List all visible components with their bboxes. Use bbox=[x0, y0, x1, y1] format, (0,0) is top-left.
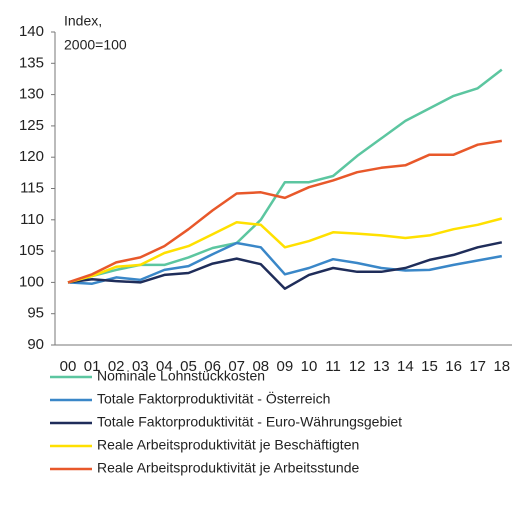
legend-label: Reale Arbeitsproduktivität je Beschäftig… bbox=[97, 437, 359, 453]
x-tick-label: 06 bbox=[204, 358, 221, 375]
y-tick-label: 100 bbox=[19, 273, 44, 290]
y-axis-label: Index, bbox=[64, 13, 102, 29]
y-tick-label: 140 bbox=[19, 23, 44, 40]
x-tick-label: 14 bbox=[397, 358, 414, 375]
x-tick-label: 00 bbox=[60, 358, 77, 375]
legend-label: Totale Faktorproduktivität - Euro-Währun… bbox=[97, 414, 402, 430]
x-tick-label: 17 bbox=[469, 358, 486, 375]
x-tick-label: 03 bbox=[132, 358, 149, 375]
x-tick-label: 10 bbox=[301, 358, 318, 375]
y-tick-label: 115 bbox=[20, 179, 44, 196]
x-tick-label: 01 bbox=[84, 358, 101, 375]
legend-label: Totale Faktorproduktivität - Österreich bbox=[97, 390, 330, 407]
x-tick-label: 04 bbox=[156, 358, 173, 375]
y-tick-label: 135 bbox=[19, 54, 44, 71]
x-tick-label: 02 bbox=[108, 358, 125, 375]
y-tick-label: 105 bbox=[19, 242, 44, 259]
legend-label: Reale Arbeitsproduktivität je Arbeitsstu… bbox=[97, 460, 359, 476]
y-tick-label: 120 bbox=[19, 148, 44, 165]
x-tick-label: 12 bbox=[349, 358, 366, 375]
x-tick-label: 05 bbox=[180, 358, 197, 375]
x-tick-label: 08 bbox=[252, 358, 269, 375]
y-tick-label: 125 bbox=[19, 117, 44, 134]
x-tick-label: 07 bbox=[228, 358, 245, 375]
y-tick-label: 130 bbox=[19, 86, 44, 103]
line-series bbox=[67, 68, 503, 284]
line-series bbox=[67, 217, 503, 284]
x-tick-label: 16 bbox=[445, 358, 462, 375]
line-series bbox=[67, 241, 503, 290]
line-series bbox=[67, 241, 503, 285]
x-tick-label: 15 bbox=[421, 358, 438, 375]
x-tick-label: 13 bbox=[373, 358, 390, 375]
y-tick-label: 110 bbox=[20, 211, 44, 228]
x-tick-label: 11 bbox=[325, 358, 341, 375]
y-tick-label: 95 bbox=[27, 305, 44, 322]
line-series bbox=[67, 139, 502, 284]
x-tick-label: 09 bbox=[277, 358, 294, 375]
x-tick-label: 18 bbox=[493, 358, 510, 375]
y-tick-label: 90 bbox=[27, 336, 44, 353]
y-axis-label: 2000=100 bbox=[64, 37, 127, 53]
legend-label: Nominale Lohnstückkosten bbox=[97, 368, 265, 384]
